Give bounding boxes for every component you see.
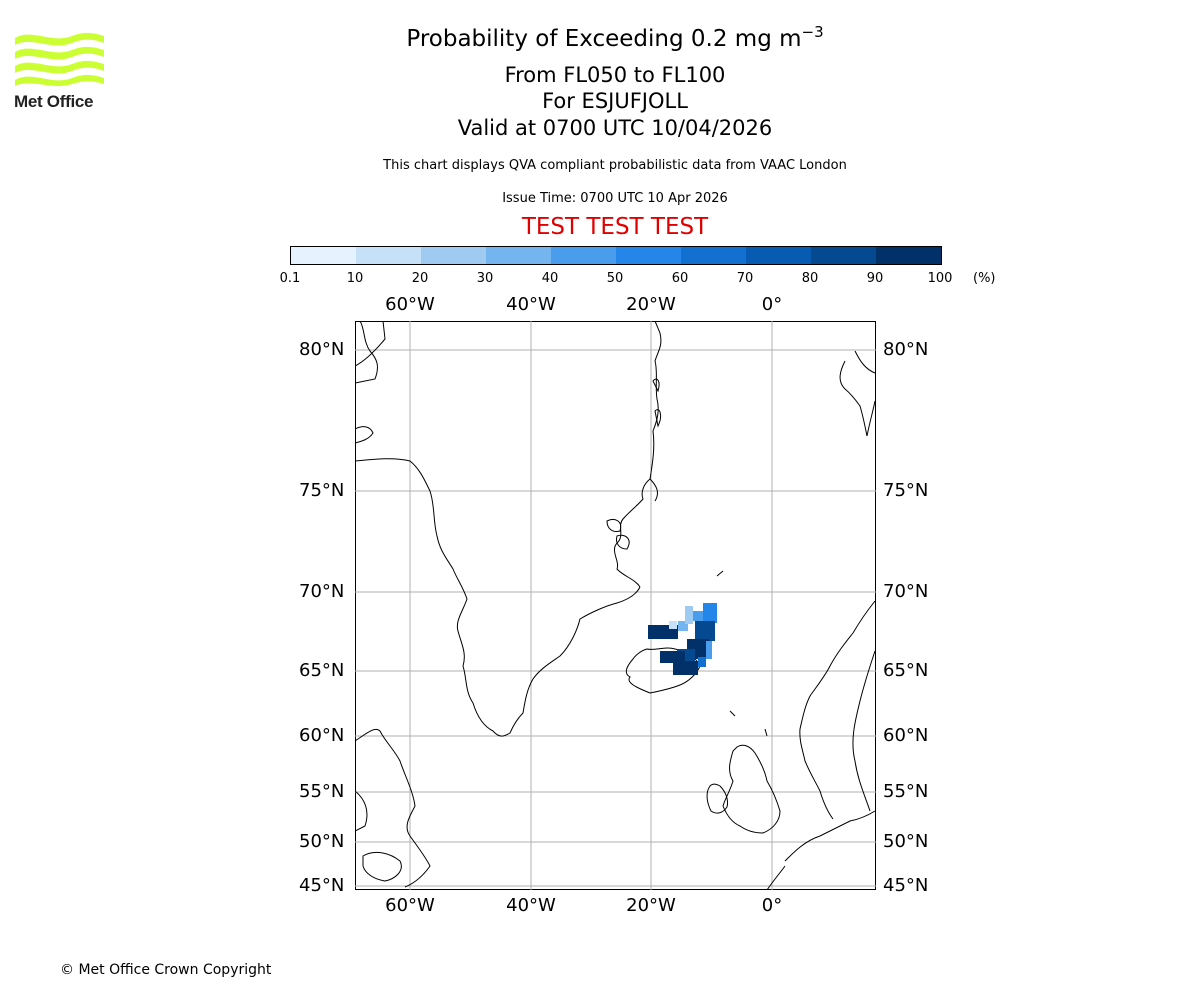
latitude-label: 70°N bbox=[299, 581, 345, 602]
colorbar-segment bbox=[616, 247, 681, 264]
colorbar-tick-label: 70 bbox=[736, 271, 754, 286]
latitude-label: 75°N bbox=[883, 480, 929, 501]
colorbar-tick-label: 90 bbox=[866, 271, 884, 286]
colorbar-segment bbox=[486, 247, 551, 264]
longitude-label: 40°W bbox=[506, 895, 556, 916]
longitude-label: 60°W bbox=[385, 294, 435, 315]
longitude-label: 60°W bbox=[385, 895, 435, 916]
latitude-label: 65°N bbox=[883, 660, 929, 681]
map-panel[interactable] bbox=[355, 321, 876, 890]
longitude-label: 40°W bbox=[506, 294, 556, 315]
colorbar-segment bbox=[356, 247, 421, 264]
longitude-label: 0° bbox=[761, 294, 783, 315]
latitude-label: 55°N bbox=[299, 781, 345, 802]
colorbar-tick-label: 30 bbox=[476, 271, 494, 286]
colorbar-segment bbox=[291, 247, 356, 264]
chart-title: Probability of Exceeding 0.2 mg m−3 bbox=[0, 23, 1200, 52]
colorbar-unit: (%) bbox=[973, 271, 996, 286]
latitude-label: 45°N bbox=[883, 875, 929, 896]
latitude-label: 60°N bbox=[883, 725, 929, 746]
colorbar-segment bbox=[746, 247, 811, 264]
colorbar-tick-label: 50 bbox=[606, 271, 624, 286]
latitude-label: 75°N bbox=[299, 480, 345, 501]
copyright-notice: © Met Office Crown Copyright bbox=[60, 962, 272, 978]
ash-probability-field bbox=[648, 603, 717, 675]
title-unit-exponent: −3 bbox=[801, 23, 824, 41]
latitude-label: 55°N bbox=[883, 781, 929, 802]
logo-text: Met Office bbox=[14, 92, 94, 111]
longitude-label: 20°W bbox=[626, 294, 676, 315]
latitude-label: 50°N bbox=[299, 831, 345, 852]
colorbar-tick-label: 0.1 bbox=[279, 271, 301, 286]
longitude-label: 20°W bbox=[626, 895, 676, 916]
latitude-label: 65°N bbox=[299, 660, 345, 681]
colorbar-segment bbox=[681, 247, 746, 264]
probability-colorbar bbox=[290, 246, 942, 265]
coastlines bbox=[355, 321, 876, 890]
colorbar-tick-label: 20 bbox=[411, 271, 429, 286]
colorbar-tick-label: 60 bbox=[671, 271, 689, 286]
colorbar-segment bbox=[551, 247, 616, 264]
latitude-label: 70°N bbox=[883, 581, 929, 602]
latitude-label: 50°N bbox=[883, 831, 929, 852]
valid-time: Valid at 0700 UTC 10/04/2026 bbox=[457, 116, 773, 140]
colorbar-tick-label: 40 bbox=[541, 271, 559, 286]
colorbar-tick-label: 80 bbox=[801, 271, 819, 286]
graticule bbox=[355, 321, 876, 890]
met-office-waves-icon bbox=[15, 32, 104, 87]
colorbar-segment bbox=[876, 247, 941, 264]
issue-time: Issue Time: 0700 UTC 10 Apr 2026 bbox=[502, 191, 728, 206]
colorbar-tick-label: 10 bbox=[346, 271, 364, 286]
colorbar-segment bbox=[421, 247, 486, 264]
latitude-label: 45°N bbox=[299, 875, 345, 896]
latitude-label: 80°N bbox=[299, 339, 345, 360]
volcano-name: For ESJUFJOLL bbox=[542, 89, 688, 113]
longitude-label: 0° bbox=[761, 895, 783, 916]
latitude-label: 80°N bbox=[883, 339, 929, 360]
flight-level-range: From FL050 to FL100 bbox=[504, 63, 726, 87]
chart-description: This chart displays QVA compliant probab… bbox=[383, 158, 847, 173]
test-banner: TEST TEST TEST bbox=[521, 214, 709, 240]
colorbar-segment bbox=[811, 247, 876, 264]
map-frame bbox=[355, 321, 876, 890]
met-office-logo: Met Office bbox=[12, 30, 112, 112]
colorbar-tick-label: 100 bbox=[927, 271, 953, 286]
title-main: Probability of Exceeding 0.2 mg m bbox=[406, 26, 802, 52]
latitude-label: 60°N bbox=[299, 725, 345, 746]
